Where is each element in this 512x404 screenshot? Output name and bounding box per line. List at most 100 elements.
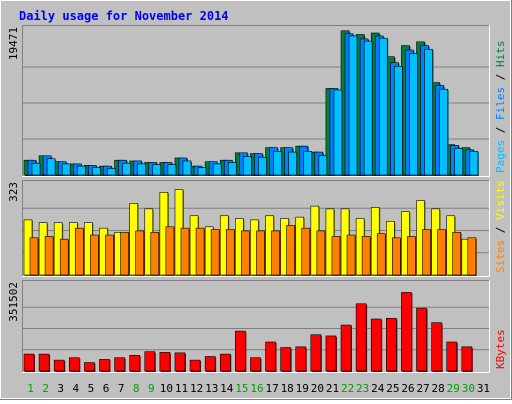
x-tick-label-day-31: 31 xyxy=(477,382,490,395)
bar-pages-day-2 xyxy=(46,158,56,176)
bar-sites-day-28 xyxy=(437,229,446,276)
legend-entry: Hits xyxy=(494,41,507,68)
x-tick-label-day-25: 25 xyxy=(386,382,399,395)
bar-sites-day-4 xyxy=(74,227,84,276)
bar-kbytes-day-8 xyxy=(129,354,140,372)
bar-sites-day-5 xyxy=(90,234,99,276)
bar-sites-day-16 xyxy=(256,230,265,276)
bar-sites-day-15 xyxy=(241,230,250,276)
bar-pages-day-29 xyxy=(454,148,464,176)
bar-sites-day-3 xyxy=(59,238,69,276)
y-axis-max-label: 323 xyxy=(7,182,20,202)
bar-sites-day-14 xyxy=(225,229,235,276)
bar-sites-day-7 xyxy=(120,231,129,276)
bar-kbytes-day-16 xyxy=(250,357,261,372)
x-tick-label-day-22: 22 xyxy=(341,382,354,395)
bar-pages-day-7 xyxy=(122,162,131,176)
series-kbytes xyxy=(23,292,473,372)
x-tick-label-day-17: 17 xyxy=(265,382,278,395)
bar-kbytes-day-4 xyxy=(68,357,80,372)
x-tick-label-day-3: 3 xyxy=(57,382,64,395)
bar-kbytes-day-17 xyxy=(265,341,276,372)
bar-pages-day-8 xyxy=(137,163,146,176)
bar-pages-day-6 xyxy=(107,168,116,176)
bar-kbytes-day-12 xyxy=(189,359,201,372)
legend-entry: / xyxy=(494,67,507,87)
x-tick-label-day-2: 2 xyxy=(42,382,49,395)
series-pages xyxy=(31,35,479,177)
bar-kbytes-day-21 xyxy=(325,335,337,372)
bar-sites-day-11 xyxy=(180,227,190,276)
bar-kbytes-day-14 xyxy=(219,353,231,372)
bar-sites-day-13 xyxy=(210,229,220,276)
x-tick-label-day-7: 7 xyxy=(118,382,125,395)
x-tick-label-day-19: 19 xyxy=(296,382,309,395)
x-tick-label-day-26: 26 xyxy=(401,382,414,395)
bar-pages-day-27 xyxy=(424,48,433,176)
bar-sites-day-1 xyxy=(29,237,39,276)
bar-sites-day-25 xyxy=(392,237,401,276)
x-tick-label-day-20: 20 xyxy=(311,382,324,395)
bar-sites-day-22 xyxy=(346,234,356,276)
bar-sites-day-30 xyxy=(467,237,477,276)
chart-panels: 19471 Pages / Files / Hits 323 Sites / Visi… xyxy=(7,25,507,373)
bar-pages-day-14 xyxy=(227,162,237,176)
x-tick-label-day-15: 15 xyxy=(235,382,248,395)
bar-kbytes-day-7 xyxy=(114,357,125,372)
bar-kbytes-day-3 xyxy=(53,359,65,372)
bar-pages-day-16 xyxy=(258,156,267,176)
bar-pages-day-15 xyxy=(243,156,252,176)
x-tick-label-day-24: 24 xyxy=(371,382,385,395)
legend-entry: Files xyxy=(494,87,507,120)
x-tick-label-day-23: 23 xyxy=(356,382,369,395)
chart-title: Daily usage for November 2014 xyxy=(19,9,229,23)
bar-sites-day-10 xyxy=(165,226,175,276)
bar-kbytes-day-30 xyxy=(461,346,473,372)
bar-kbytes-day-29 xyxy=(446,341,458,372)
bar-kbytes-day-13 xyxy=(204,356,216,372)
x-tick-label-day-12: 12 xyxy=(190,382,203,395)
series-sites xyxy=(29,225,477,276)
bar-kbytes-day-6 xyxy=(99,359,110,372)
bar-sites-day-21 xyxy=(331,236,341,276)
x-tick-label-day-8: 8 xyxy=(133,382,140,395)
bar-sites-day-20 xyxy=(316,230,326,276)
panel-hits-files-pages: 19471 Pages / Files / Hits xyxy=(7,25,507,177)
bar-sites-day-2 xyxy=(44,236,54,276)
x-tick-label-day-4: 4 xyxy=(73,382,80,395)
bar-kbytes-day-10 xyxy=(159,352,171,372)
x-tick-label-day-11: 11 xyxy=(175,382,188,395)
bar-sites-day-29 xyxy=(452,231,462,276)
y-axis-max-label: 19471 xyxy=(7,27,20,60)
bar-kbytes-day-9 xyxy=(144,351,156,372)
bar-pages-day-19 xyxy=(303,151,313,176)
y-axis-max-label: 351502 xyxy=(7,282,20,322)
bar-sites-day-12 xyxy=(195,227,205,276)
x-tick-label-day-28: 28 xyxy=(432,382,445,395)
bar-kbytes-day-27 xyxy=(416,307,427,372)
bar-sites-day-26 xyxy=(407,236,416,276)
bar-kbytes-day-20 xyxy=(310,334,322,372)
bar-pages-day-10 xyxy=(167,164,177,176)
bar-pages-day-12 xyxy=(197,167,207,176)
bar-kbytes-day-11 xyxy=(174,352,186,372)
bar-sites-day-17 xyxy=(271,230,280,276)
bar-sites-day-18 xyxy=(286,225,295,276)
series-visits xyxy=(23,189,471,276)
bar-kbytes-day-1 xyxy=(23,353,35,372)
legend-entry: Visits xyxy=(494,180,507,220)
bar-kbytes-day-28 xyxy=(431,322,442,372)
bar-kbytes-day-19 xyxy=(295,346,307,372)
bar-pages-day-3 xyxy=(61,163,71,176)
x-tick-label-day-14: 14 xyxy=(220,382,234,395)
legend-entry: / xyxy=(494,120,507,140)
bar-pages-day-17 xyxy=(273,151,282,176)
x-tick-label-day-5: 5 xyxy=(88,382,95,395)
panel-visits-sites: 323 Sites / Visits xyxy=(7,180,507,277)
bar-pages-day-26 xyxy=(409,53,418,176)
x-tick-label-day-6: 6 xyxy=(103,382,110,395)
bar-pages-day-18 xyxy=(288,151,297,176)
